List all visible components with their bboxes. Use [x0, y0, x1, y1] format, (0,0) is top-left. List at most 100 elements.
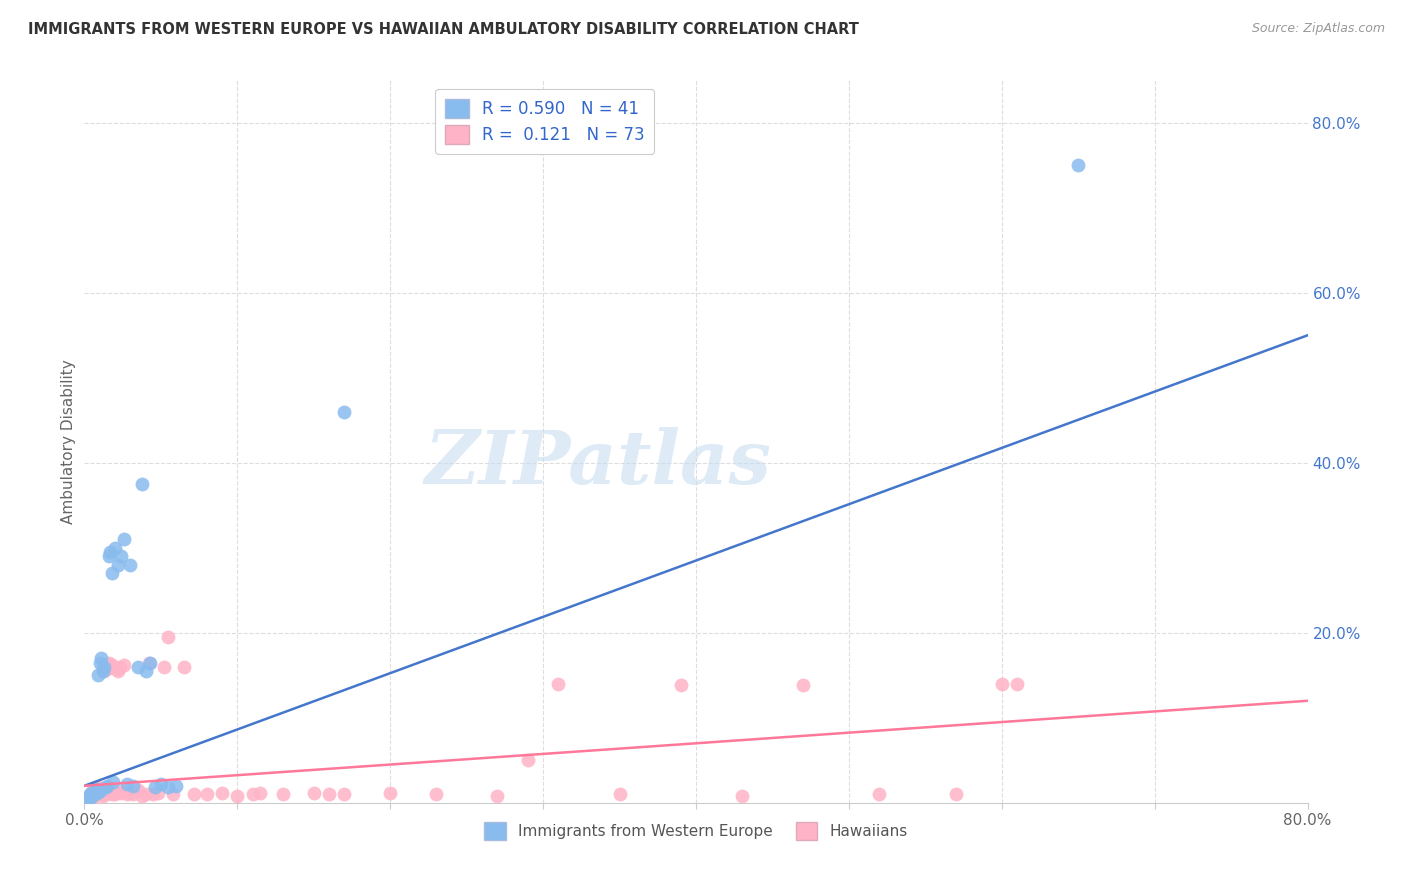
- Point: [211, 786, 233, 800]
- Point: [86, 786, 108, 800]
- Point: [945, 787, 967, 801]
- Point: [131, 477, 153, 491]
- Point: [115, 787, 138, 801]
- Point: [104, 541, 127, 555]
- Point: [87, 668, 110, 682]
- Point: [110, 549, 132, 564]
- Point: [98, 545, 121, 559]
- Point: [89, 787, 111, 801]
- Point: [609, 787, 631, 801]
- Point: [157, 780, 180, 795]
- Point: [84, 783, 107, 797]
- Point: [94, 780, 117, 795]
- Point: [333, 787, 356, 801]
- Point: [101, 658, 124, 673]
- Point: [271, 787, 294, 801]
- Point: [149, 777, 172, 791]
- Point: [869, 787, 891, 801]
- Point: [108, 660, 131, 674]
- Point: [89, 784, 111, 798]
- Point: [87, 786, 110, 800]
- Point: [146, 786, 169, 800]
- Point: [249, 786, 271, 800]
- Point: [104, 787, 127, 801]
- Point: [91, 664, 114, 678]
- Point: [138, 656, 160, 670]
- Point: [84, 782, 107, 797]
- Point: [195, 787, 218, 801]
- Point: [86, 788, 108, 802]
- Point: [87, 780, 110, 795]
- Point: [93, 786, 115, 800]
- Point: [94, 657, 117, 672]
- Point: [105, 662, 128, 676]
- Point: [91, 660, 114, 674]
- Point: [83, 787, 105, 801]
- Point: [101, 566, 124, 581]
- Point: [162, 787, 184, 801]
- Point: [84, 785, 107, 799]
- Text: IMMIGRANTS FROM WESTERN EUROPE VS HAWAIIAN AMBULATORY DISABILITY CORRELATION CHA: IMMIGRANTS FROM WESTERN EUROPE VS HAWAII…: [28, 22, 859, 37]
- Point: [79, 788, 101, 802]
- Point: [96, 779, 118, 793]
- Point: [333, 405, 356, 419]
- Point: [1067, 158, 1090, 172]
- Point: [516, 753, 538, 767]
- Point: [153, 660, 176, 674]
- Point: [86, 782, 108, 797]
- Point: [142, 787, 165, 801]
- Point: [77, 790, 100, 805]
- Point: [80, 784, 103, 798]
- Point: [97, 549, 120, 564]
- Point: [380, 786, 402, 800]
- Point: [669, 678, 692, 692]
- Point: [226, 789, 249, 803]
- Point: [103, 774, 125, 789]
- Point: [173, 660, 195, 674]
- Point: [91, 789, 114, 803]
- Point: [83, 786, 105, 800]
- Point: [242, 787, 264, 801]
- Point: [112, 533, 135, 547]
- Point: [90, 783, 112, 797]
- Point: [302, 786, 325, 800]
- Point: [120, 786, 142, 800]
- Point: [122, 779, 145, 793]
- Point: [86, 784, 108, 798]
- Point: [165, 779, 187, 793]
- Point: [111, 784, 134, 798]
- Point: [77, 789, 100, 803]
- Point: [139, 656, 162, 670]
- Point: [94, 786, 117, 800]
- Point: [1005, 677, 1028, 691]
- Point: [991, 677, 1014, 691]
- Point: [547, 677, 569, 691]
- Point: [90, 651, 112, 665]
- Point: [84, 787, 107, 801]
- Point: [93, 664, 115, 678]
- Point: [425, 787, 447, 801]
- Point: [79, 787, 101, 801]
- Point: [80, 789, 103, 803]
- Point: [90, 787, 112, 801]
- Point: [731, 789, 754, 803]
- Point: [318, 787, 340, 801]
- Point: [89, 782, 111, 797]
- Point: [89, 656, 111, 670]
- Point: [135, 664, 157, 678]
- Text: Source: ZipAtlas.com: Source: ZipAtlas.com: [1251, 22, 1385, 36]
- Point: [96, 784, 118, 798]
- Point: [103, 784, 125, 798]
- Point: [110, 786, 132, 800]
- Point: [80, 789, 103, 803]
- Point: [120, 558, 142, 572]
- Y-axis label: Ambulatory Disability: Ambulatory Disability: [60, 359, 76, 524]
- Point: [80, 786, 103, 800]
- Point: [97, 656, 120, 670]
- Point: [76, 791, 98, 805]
- Point: [143, 780, 166, 795]
- Legend: Immigrants from Western Europe, Hawaiians: Immigrants from Western Europe, Hawaiian…: [478, 816, 914, 846]
- Point: [127, 783, 149, 797]
- Point: [131, 789, 153, 803]
- Point: [183, 787, 205, 801]
